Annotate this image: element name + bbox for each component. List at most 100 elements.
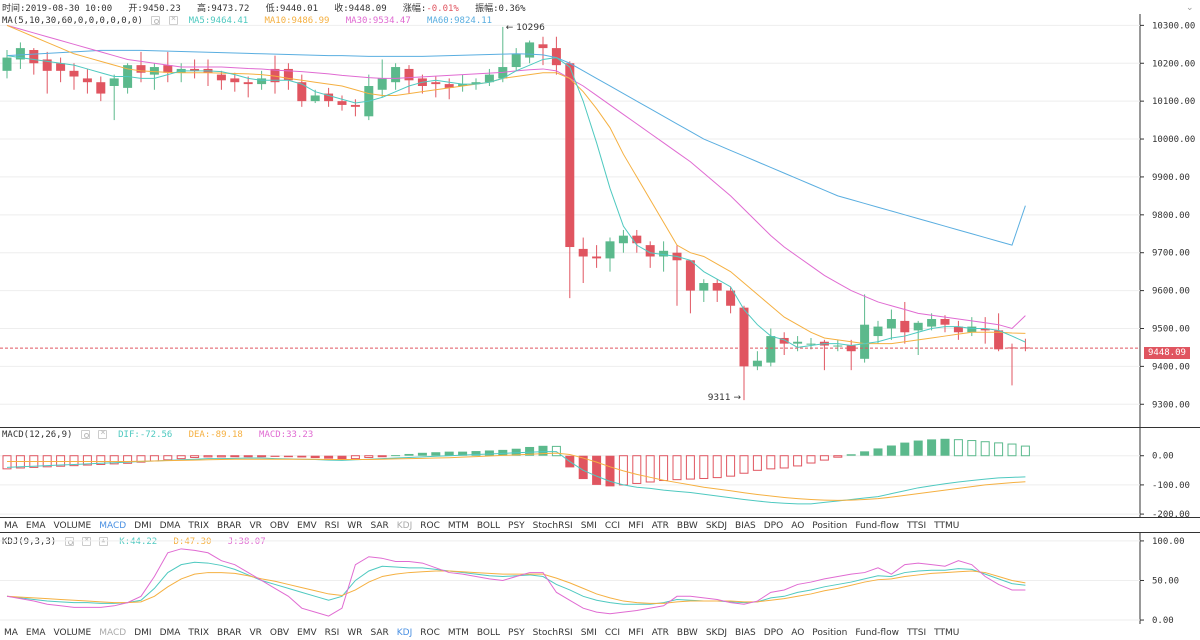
nav1-tab-dma[interactable]: DMA [159,520,181,531]
nav1-tab-sar[interactable]: SAR [370,520,389,531]
kdj-k-value: K:44.22 [119,537,158,547]
candle-down [230,78,240,83]
nav1-tab-bbw[interactable]: BBW [676,520,698,531]
macd-bar [2,455,12,470]
candle-down [324,93,334,102]
ma30-value: MA30:9534.47 [345,16,411,26]
nav2-tab-boll[interactable]: BOLL [476,627,501,638]
nav2-tab-kdj[interactable]: KDJ [396,627,413,638]
nav2-tab-psy[interactable]: PSY [508,627,525,638]
macd-bar [819,455,829,461]
nav1-tab-ttsi[interactable]: TTSI [906,520,927,531]
nav2-tab-atr[interactable]: ATR [651,627,669,638]
nav2-tab-bbw[interactable]: BBW [676,627,698,638]
nav1-tab-obv[interactable]: OBV [269,520,290,531]
nav1-tab-ma[interactable]: MA [4,520,18,531]
nav1-tab-fund-flow[interactable]: Fund-flow [855,520,899,531]
nav2-tab-mtm[interactable]: MTM [447,627,469,638]
nav2-tab-mfi[interactable]: MFI [628,627,644,638]
nav1-tab-wr[interactable]: WR [347,520,363,531]
candle-down [404,68,414,81]
nav2-tab-dma[interactable]: DMA [159,627,181,638]
nav2-tab-rsi[interactable]: RSI [324,627,340,638]
nav2-tab-fund-flow[interactable]: Fund-flow [855,627,899,638]
candle-up [471,82,481,85]
nav2-tab-skdj[interactable]: SKDJ [705,627,728,638]
macd-settings-gear-icon[interactable] [80,430,90,439]
nav1-tab-psy[interactable]: PSY [508,520,525,531]
nav1-tab-boll[interactable]: BOLL [476,520,501,531]
nav1-tab-ema[interactable]: EMA [25,520,46,531]
macd-bar [940,438,950,456]
nav2-tab-roc[interactable]: ROC [420,627,440,638]
ma-settings-gear-icon[interactable] [151,16,161,25]
nav2-tab-ema[interactable]: EMA [25,627,46,638]
nav1-tab-stochrsi[interactable]: StochRSI [532,520,573,531]
nav2-tab-ma[interactable]: MA [4,627,18,638]
nav1-tab-cci[interactable]: CCI [604,520,621,531]
nav2-tab-dmi[interactable]: DMI [134,627,152,638]
nav2-tab-volume[interactable]: VOLUME [53,627,92,638]
nav2-tab-cci[interactable]: CCI [604,627,621,638]
nav1-tab-mfi[interactable]: MFI [628,520,644,531]
nav1-tab-skdj[interactable]: SKDJ [705,520,728,531]
candle-up [699,283,709,291]
kdj-close-icon[interactable] [82,535,92,546]
ma-close-icon[interactable] [168,14,178,25]
macd-bar [685,455,695,480]
nav1-tab-kdj[interactable]: KDJ [396,520,413,531]
candle-down [632,235,642,244]
nav1-tab-atr[interactable]: ATR [651,520,669,531]
nav1-tab-dpo[interactable]: DPO [763,520,784,531]
candle-down [350,104,360,107]
nav1-tab-macd[interactable]: MACD [99,520,127,531]
nav2-tab-position[interactable]: Position [812,627,848,638]
candle-up [525,42,535,58]
nav2-tab-stochrsi[interactable]: StochRSI [532,627,573,638]
nav2-tab-bias[interactable]: BIAS [735,627,756,638]
nav2-tab-smi[interactable]: SMI [580,627,597,638]
ma-legend-title: MA(5,10,30,60,0,0,0,0,0,0) [2,16,143,26]
nav1-tab-trix[interactable]: TRIX [188,520,209,531]
macd-bar [203,455,213,458]
candle-down [243,82,253,85]
nav1-tab-roc[interactable]: ROC [420,520,440,531]
macd-bar [417,452,427,456]
nav2-tab-ttmu[interactable]: TTMU [934,627,960,638]
macd-bar [779,455,789,469]
candle-down [940,319,950,325]
candle-down [565,63,575,248]
macd-bar [632,455,642,484]
nav1-tab-ttmu[interactable]: TTMU [934,520,960,531]
nav2-tab-emv[interactable]: EMV [297,627,317,638]
nav1-tab-dmi[interactable]: DMI [134,520,152,531]
candle-down [297,82,307,102]
nav1-tab-smi[interactable]: SMI [580,520,597,531]
nav2-tab-sar[interactable]: SAR [370,627,389,638]
main-y-tick-label: 9700.00 [1152,249,1190,259]
nav1-tab-vr[interactable]: VR [249,520,262,531]
nav2-tab-ao[interactable]: AO [791,627,805,638]
candle-up [149,67,159,75]
macd-bar [257,455,267,458]
nav2-tab-ttsi[interactable]: TTSI [906,627,927,638]
nav2-tab-wr[interactable]: WR [347,627,363,638]
nav2-tab-obv[interactable]: OBV [269,627,290,638]
candle-up [310,95,320,102]
nav1-tab-mtm[interactable]: MTM [447,520,469,531]
nav1-tab-volume[interactable]: VOLUME [53,520,92,531]
nav2-tab-brar[interactable]: BRAR [217,627,242,638]
nav1-tab-rsi[interactable]: RSI [324,520,340,531]
nav1-tab-emv[interactable]: EMV [297,520,317,531]
nav2-tab-dpo[interactable]: DPO [763,627,784,638]
nav1-tab-bias[interactable]: BIAS [735,520,756,531]
nav2-tab-vr[interactable]: VR [249,627,262,638]
macd-bar [176,455,186,460]
candle-down [337,101,347,105]
nav1-tab-ao[interactable]: AO [791,520,805,531]
nav1-tab-brar[interactable]: BRAR [217,520,242,531]
nav1-tab-position[interactable]: Position [812,520,848,531]
nav2-tab-macd[interactable]: MACD [99,627,127,638]
macd-close-icon[interactable] [98,428,108,439]
nav2-tab-trix[interactable]: TRIX [188,627,209,638]
